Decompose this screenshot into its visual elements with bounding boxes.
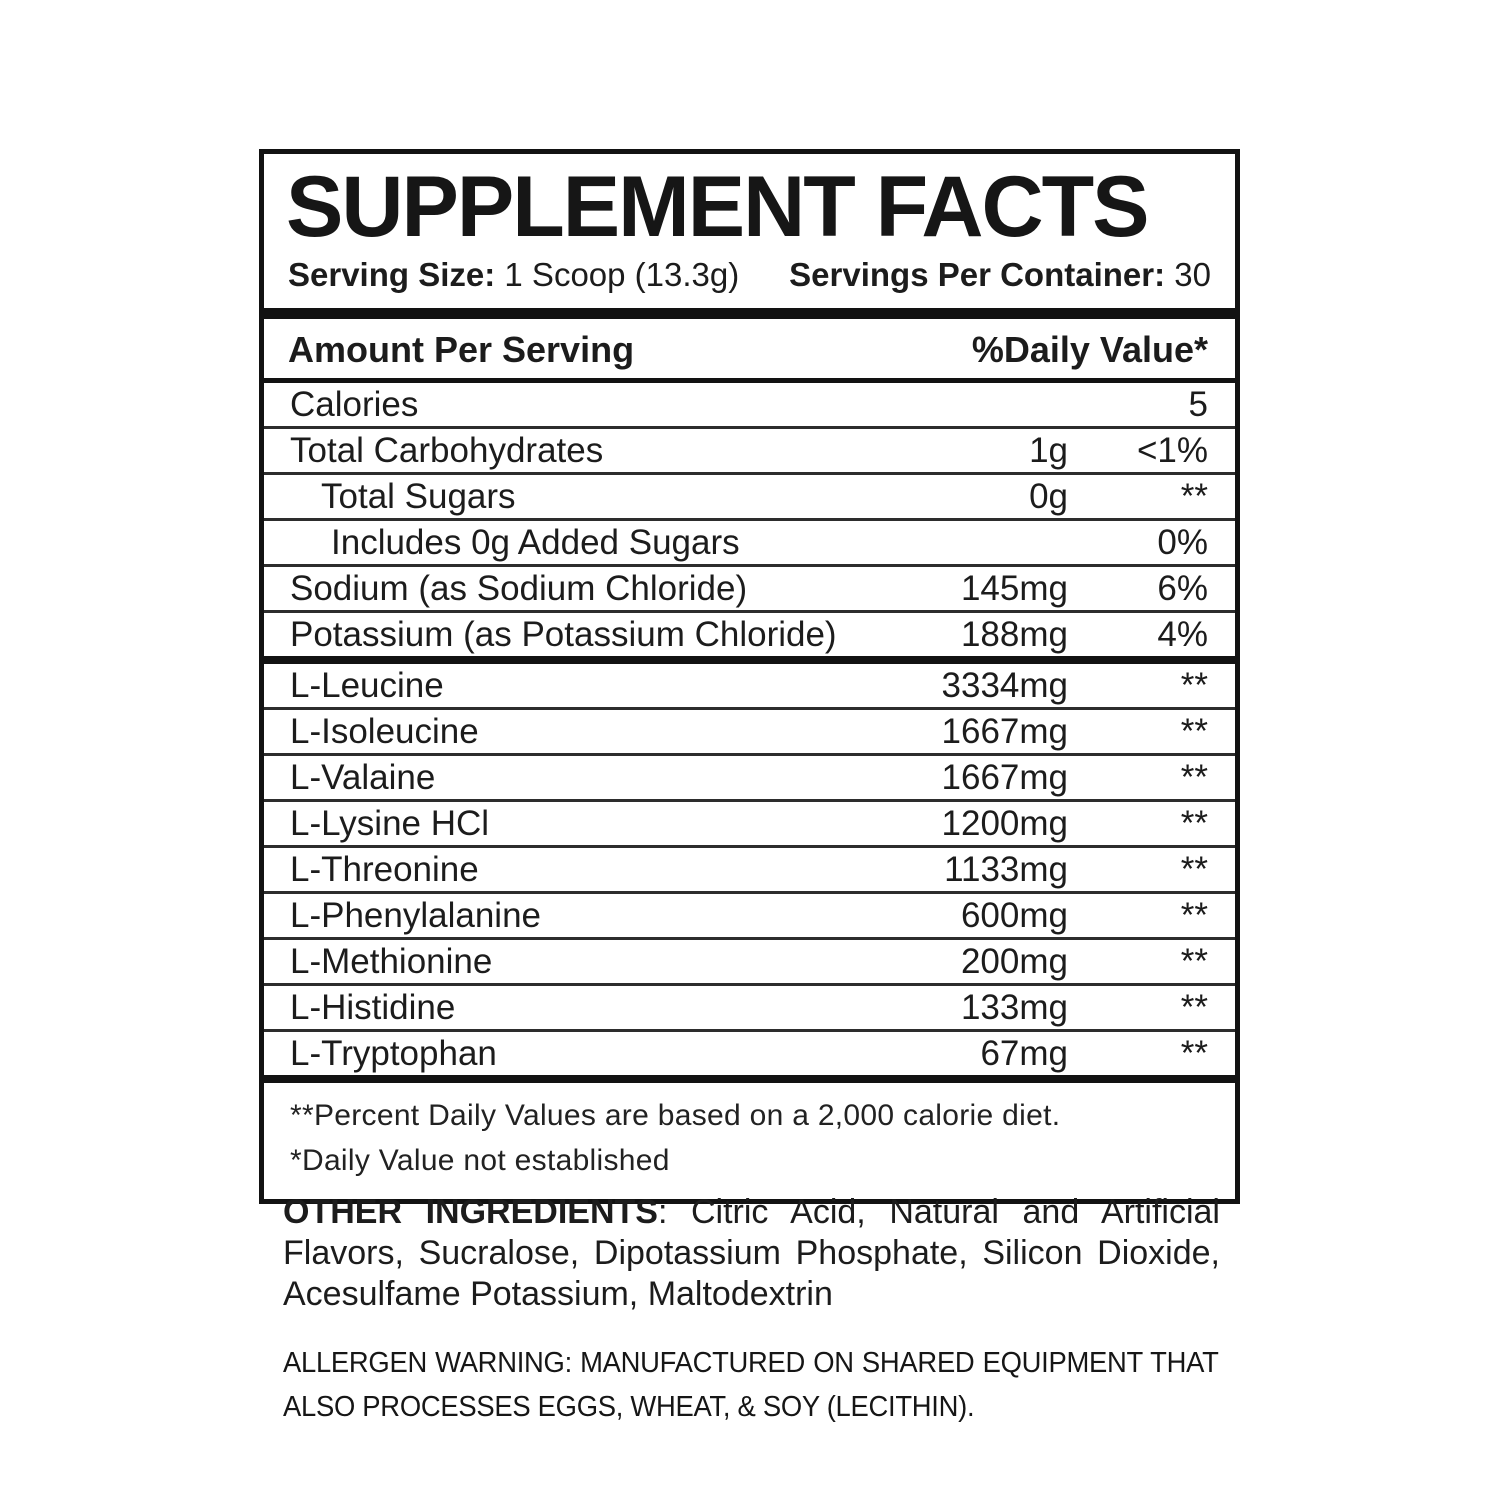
row-l-isoleucine: L-Isoleucine 1667mg ** [264,707,1235,753]
serving-size: Serving Size: 1 Scoop (13.3g) [288,256,739,294]
panel-title: SUPPLEMENT FACTS [286,159,1150,255]
row-added-sugars: Includes 0g Added Sugars 0% [264,518,1235,564]
column-header-row: Amount Per Serving %Daily Value* [264,322,1235,383]
row-total-carbohydrates: Total Carbohydrates 1g <1% [264,426,1235,472]
row-sodium: Sodium (as Sodium Chloride) 145mg 6% [264,564,1235,610]
serving-size-label: Serving Size: [288,256,496,293]
section-divider-thick [264,656,1235,664]
row-l-threonine: L-Threonine 1133mg ** [264,845,1235,891]
row-l-methionine: L-Methionine 200mg ** [264,937,1235,983]
other-ingredients: OTHER INGREDIENTS: Citric Acid, Natural … [283,1192,1220,1314]
section-divider-thick [264,1075,1235,1083]
below-panel-text: OTHER INGREDIENTS: Citric Acid, Natural … [259,1168,1240,1429]
other-ingredients-text: : Citric Acid, Natural and Artificial Fl… [283,1193,1220,1313]
row-l-phenylalanine: L-Phenylalanine 600mg ** [264,891,1235,937]
column-header-amount: Amount Per Serving [288,329,635,370]
row-potassium: Potassium (as Potassium Chloride) 188mg … [264,610,1235,656]
nutrients-group: Calories 5 Total Carbohydrates 1g <1% To… [264,383,1235,656]
servings-per-container: Servings Per Container: 30 [789,256,1211,294]
row-l-histidine: L-Histidine 133mg ** [264,983,1235,1029]
footnote-daily-values: **Percent Daily Values are based on a 2,… [290,1099,1061,1132]
footnotes: **Percent Daily Values are based on a 2,… [264,1083,1235,1199]
serving-size-value: 1 Scoop (13.3g) [504,256,740,293]
row-l-valaine: L-Valaine 1667mg ** [264,753,1235,799]
panel-header: SUPPLEMENT FACTS Serving Size: 1 Scoop (… [264,154,1235,306]
supplement-facts-panel: SUPPLEMENT FACTS Serving Size: 1 Scoop (… [259,149,1240,1204]
servings-per-container-value: 30 [1174,256,1211,293]
footnote-not-established: *Daily Value not established [290,1144,670,1177]
other-ingredients-label: OTHER INGREDIENTS [283,1193,658,1231]
row-calories: Calories 5 [290,384,1208,424]
section-divider-thick [264,308,1235,319]
row-l-lysine-hcl: L-Lysine HCl 1200mg ** [264,799,1235,845]
row-total-sugars: Total Sugars 0g ** [264,472,1235,518]
row-l-tryptophan: L-Tryptophan 67mg ** [264,1029,1235,1075]
serving-info-row: Serving Size: 1 Scoop (13.3g) Servings P… [286,256,1215,294]
column-header-daily-value: %Daily Value* [971,329,1208,370]
row-l-leucine: L-Leucine 3334mg ** [290,665,1208,705]
amino-acids-group: L-Leucine 3334mg ** L-Isoleucine 1667mg … [264,664,1235,1075]
servings-per-container-label: Servings Per Container: [789,256,1166,293]
allergen-warning: ALLERGEN WARNING: MANUFACTURED ON SHARED… [283,1347,1219,1423]
